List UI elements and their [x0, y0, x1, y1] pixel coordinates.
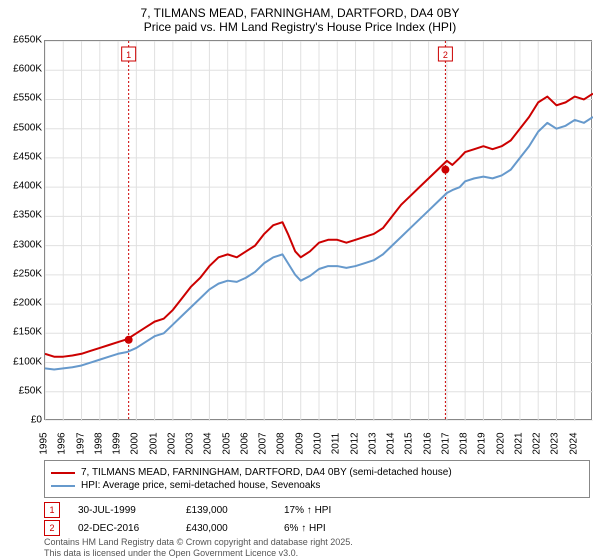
- xtick-label: 1995: [39, 432, 50, 454]
- legend: 7, TILMANS MEAD, FARNINGHAM, DARTFORD, D…: [44, 460, 590, 498]
- xtick-label: 2022: [532, 432, 543, 454]
- xtick-label: 2023: [550, 432, 561, 454]
- ytick-label: £450K: [2, 151, 42, 162]
- footer-attribution: Contains HM Land Registry data © Crown c…: [44, 537, 353, 559]
- table-row: 2 02-DEC-2016 £430,000 6% ↑ HPI: [44, 520, 590, 536]
- xtick-label: 2000: [130, 432, 141, 454]
- footer-line: Contains HM Land Registry data © Crown c…: [44, 537, 353, 548]
- xtick-label: 2003: [185, 432, 196, 454]
- xtick-label: 2013: [367, 432, 378, 454]
- xtick-label: 1997: [75, 432, 86, 454]
- legend-label: HPI: Average price, semi-detached house,…: [81, 480, 320, 491]
- xtick-label: 2010: [313, 432, 324, 454]
- ytick-label: £300K: [2, 239, 42, 250]
- trans-price: £430,000: [186, 523, 266, 534]
- transaction-table: 1 30-JUL-1999 £139,000 17% ↑ HPI 2 02-DE…: [44, 500, 590, 538]
- xtick-label: 2019: [477, 432, 488, 454]
- chart-title-1: 7, TILMANS MEAD, FARNINGHAM, DARTFORD, D…: [0, 0, 600, 20]
- ytick-label: £600K: [2, 64, 42, 75]
- trans-diff: 17% ↑ HPI: [284, 505, 331, 516]
- ytick-label: £350K: [2, 210, 42, 221]
- xtick-label: 2006: [239, 432, 250, 454]
- trans-price: £139,000: [186, 505, 266, 516]
- xtick-label: 1996: [57, 432, 68, 454]
- ytick-label: £500K: [2, 122, 42, 133]
- xtick-label: 2015: [404, 432, 415, 454]
- ytick-label: £550K: [2, 93, 42, 104]
- footer-line: This data is licensed under the Open Gov…: [44, 548, 353, 559]
- trans-date: 30-JUL-1999: [78, 505, 168, 516]
- xtick-label: 2005: [221, 432, 232, 454]
- legend-row: 7, TILMANS MEAD, FARNINGHAM, DARTFORD, D…: [51, 467, 583, 478]
- svg-text:1: 1: [126, 50, 131, 60]
- marker-icon: 1: [44, 502, 60, 518]
- ytick-label: £250K: [2, 268, 42, 279]
- ytick-label: £50K: [2, 385, 42, 396]
- legend-label: 7, TILMANS MEAD, FARNINGHAM, DARTFORD, D…: [81, 467, 452, 478]
- plot-area: 12: [44, 40, 592, 420]
- legend-row: HPI: Average price, semi-detached house,…: [51, 480, 583, 491]
- svg-text:2: 2: [443, 50, 448, 60]
- xtick-label: 2020: [495, 432, 506, 454]
- xtick-label: 2018: [459, 432, 470, 454]
- chart-title-2: Price paid vs. HM Land Registry's House …: [0, 20, 600, 38]
- xtick-label: 2017: [440, 432, 451, 454]
- trans-diff: 6% ↑ HPI: [284, 523, 326, 534]
- legend-swatch-icon: [51, 472, 75, 474]
- xtick-label: 2009: [294, 432, 305, 454]
- legend-swatch-icon: [51, 485, 75, 487]
- xtick-label: 2002: [166, 432, 177, 454]
- chart-container: 7, TILMANS MEAD, FARNINGHAM, DARTFORD, D…: [0, 0, 600, 560]
- xtick-label: 2008: [276, 432, 287, 454]
- xtick-label: 2024: [568, 432, 579, 454]
- ytick-label: £150K: [2, 327, 42, 338]
- plot-svg: 12: [45, 41, 593, 421]
- xtick-label: 2001: [148, 432, 159, 454]
- xtick-label: 2007: [258, 432, 269, 454]
- xtick-label: 2012: [349, 432, 360, 454]
- xtick-label: 2016: [422, 432, 433, 454]
- xtick-label: 2021: [513, 432, 524, 454]
- xtick-label: 2014: [386, 432, 397, 454]
- xtick-label: 1999: [112, 432, 123, 454]
- ytick-label: £400K: [2, 181, 42, 192]
- marker-icon: 2: [44, 520, 60, 536]
- xtick-label: 1998: [93, 432, 104, 454]
- ytick-label: £200K: [2, 298, 42, 309]
- ytick-label: £0: [2, 415, 42, 426]
- xtick-label: 2004: [203, 432, 214, 454]
- ytick-label: £650K: [2, 35, 42, 46]
- trans-date: 02-DEC-2016: [78, 523, 168, 534]
- xtick-label: 2011: [331, 433, 342, 455]
- table-row: 1 30-JUL-1999 £139,000 17% ↑ HPI: [44, 502, 590, 518]
- ytick-label: £100K: [2, 356, 42, 367]
